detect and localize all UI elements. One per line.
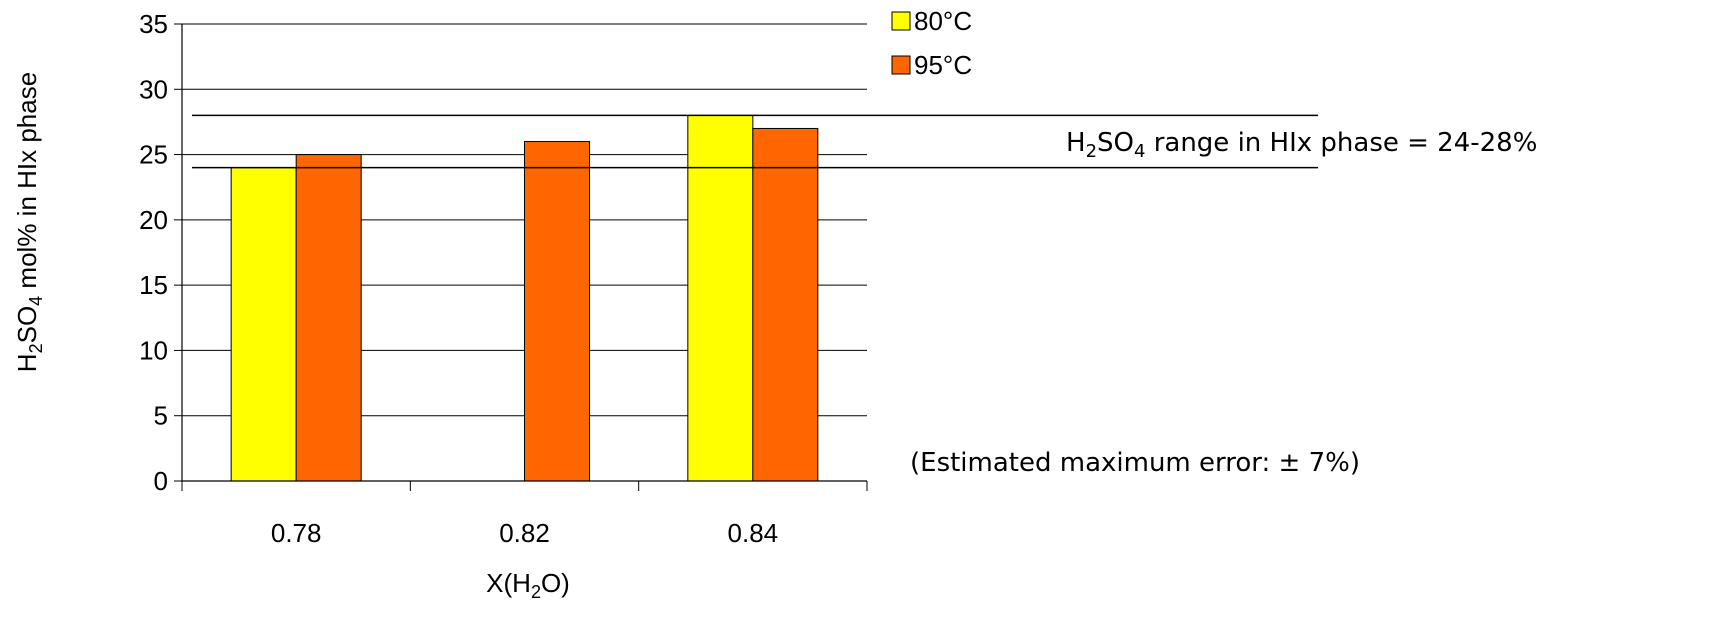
y-tick-label: 15 [139,270,168,300]
axes: 0 5 10 15 20 25 30 35 0.78 0.82 0.84 [139,9,868,548]
y-tick-label: 30 [139,74,168,104]
legend-swatch [891,11,911,31]
y-tick-label: 0 [154,466,168,496]
legend-label: 80°C [914,6,972,36]
y-tick-label: 10 [139,335,168,365]
range-annotation: H2SO4 range in HIx phase = 24-28% [1066,128,1537,162]
bar [230,167,297,482]
x-tick-label: 0.82 [499,518,550,548]
bars [230,114,819,482]
x-tick-label: 0.78 [271,518,322,548]
legend: 80°C 95°C [891,6,972,80]
error-annotation: (Estimated maximum error: ± 7%) [910,448,1360,478]
y-tick-label: 5 [154,401,168,431]
legend-swatch [891,55,911,75]
reference-lines [192,114,1318,169]
y-tick-label: 20 [139,205,168,235]
bar [687,114,754,482]
y-tick-label: 25 [139,140,168,170]
x-axis-title: X(H2O) [486,568,570,602]
bar [524,141,590,482]
y-axis-title: H2SO4 mol% in HIx phase [12,72,46,372]
bar [295,154,362,482]
bar [752,127,819,482]
x-tick-label: 0.84 [728,518,779,548]
y-tick-label: 35 [139,9,168,39]
legend-label: 95°C [914,50,972,80]
